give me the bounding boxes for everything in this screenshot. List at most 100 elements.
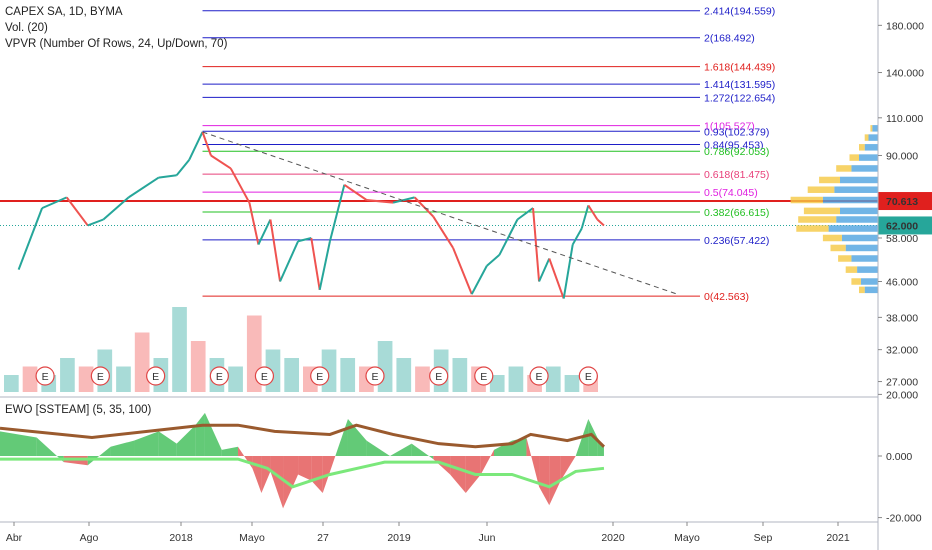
vpvr-up-bar <box>798 216 837 223</box>
volume-indicator-label[interactable]: Vol. (20) <box>5 22 48 34</box>
earnings-marker <box>35 366 55 386</box>
ewo-area <box>237 446 253 469</box>
ewo-area <box>322 456 336 493</box>
time-tick-label: 2019 <box>387 532 411 544</box>
resistance-badge <box>878 192 932 211</box>
vpvr-down-bar <box>834 186 878 193</box>
volume-bar <box>116 366 131 392</box>
volume-bar <box>4 375 19 392</box>
fib-level-label: 0.5(74.045) <box>704 187 758 199</box>
vpvr-up-bar <box>859 286 865 294</box>
vpvr-down-bar <box>851 255 878 262</box>
fib-level-label: 2.414(194.559) <box>704 6 775 18</box>
ewo-area <box>283 456 299 509</box>
earnings-marker-label: E <box>435 371 442 383</box>
volume-bar <box>396 358 412 392</box>
vpvr-up-bar <box>851 278 861 285</box>
volume-bar <box>340 358 356 392</box>
fib-level-label: 0.618(81.475) <box>704 169 769 181</box>
earnings-marker-label: E <box>97 371 104 383</box>
price-segment <box>102 196 130 221</box>
current-price-badge <box>878 216 932 235</box>
price-segment <box>188 131 204 161</box>
earnings-marker-label: E <box>585 371 592 383</box>
volume-bar <box>172 307 187 392</box>
vpvr-up-bar <box>845 266 858 273</box>
fibonacci-levels: 2.414(194.559) 2(168.492) 1.618(144.439) 1.… <box>0 6 932 303</box>
earnings-marker <box>578 366 598 386</box>
price-tick-label: 180.000 <box>886 20 924 32</box>
volume-bar <box>564 375 580 392</box>
ewo-area <box>87 446 111 466</box>
earnings-marker-label: E <box>261 371 268 383</box>
price-series <box>17 131 605 299</box>
ewo-area <box>0 431 37 456</box>
ewo-area <box>261 456 271 493</box>
time-tick-label: 2021 <box>826 532 850 544</box>
ewo-indicator-label[interactable]: EWO [SSTEAM] (5, 35, 100) <box>5 404 152 416</box>
time-tick-label: 2018 <box>169 532 193 544</box>
price-segment <box>17 207 44 270</box>
earnings-marker-label: E <box>316 371 323 383</box>
price-segment <box>229 167 251 204</box>
price-segment <box>538 258 551 282</box>
vpvr-up-bar <box>819 176 840 184</box>
fib-level-label: 1(105.527) <box>704 121 755 133</box>
price-segment <box>580 205 590 229</box>
ewo-area <box>221 446 238 456</box>
ewo-area <box>411 443 434 460</box>
ewo-area <box>347 419 367 456</box>
vpvr-down-bar <box>851 165 878 172</box>
price-segment <box>470 265 488 295</box>
price-segment <box>366 199 394 204</box>
ewo-area <box>110 440 135 456</box>
ewo-area <box>63 456 88 466</box>
earnings-marker <box>209 366 229 386</box>
volume-bar <box>452 358 468 392</box>
vpvr-down-bar <box>859 154 878 161</box>
earnings-marker <box>310 366 330 386</box>
ewo-area <box>526 437 540 487</box>
trendline <box>202 131 678 295</box>
time-tick-label: 2020 <box>601 532 625 544</box>
ewo-area <box>134 431 159 456</box>
vpvr-up-bar <box>836 165 852 172</box>
fib-level-label: 0.236(57.422) <box>704 235 769 247</box>
price-segment <box>392 196 415 204</box>
vpvr-down-bar <box>840 176 878 184</box>
vpvr-down-bar <box>828 225 878 232</box>
price-segment <box>548 258 565 299</box>
ewo-area <box>480 449 494 475</box>
volume-bar <box>60 358 75 392</box>
price-tick-label: 38.000 <box>886 312 918 324</box>
ewo-tick-label: -20.000 <box>886 513 922 525</box>
earnings-marker-label: E <box>42 371 49 383</box>
volume-bar <box>284 358 299 392</box>
ewo-area <box>270 456 284 509</box>
earnings-marker <box>254 366 275 386</box>
price-segment <box>248 202 260 245</box>
symbol-title[interactable]: CAPEX SA, 1D, BYMA <box>5 6 123 18</box>
vpvr-up-bar <box>796 225 829 232</box>
price-segment <box>65 196 89 227</box>
time-tick-label: Sep <box>754 532 773 544</box>
price-tick-label: 140.000 <box>886 68 924 80</box>
price-tick-label: 32.000 <box>886 345 918 357</box>
ewo-area <box>195 412 205 456</box>
price-segment <box>328 184 346 242</box>
ewo-area <box>450 456 466 493</box>
vpvr-down-bar <box>860 278 878 285</box>
time-tick-label: Abr <box>6 532 23 544</box>
price-segment <box>432 216 454 249</box>
fib-level-label: 0.84(95.453) <box>704 139 764 151</box>
resistance-badge-label: 70.613 <box>886 196 918 208</box>
vpvr-down-bar <box>868 134 878 141</box>
earnings-marker-label: E <box>216 371 223 383</box>
vpvr-up-bar <box>790 196 823 204</box>
vpvr-indicator-label[interactable]: VPVR (Number Of Rows, 24, Up/Down, 70) <box>5 38 228 50</box>
vpvr-down-bar <box>841 234 878 242</box>
vpvr-up-bar <box>822 234 842 242</box>
fib-level-label: 1.272(122.654) <box>704 92 775 104</box>
